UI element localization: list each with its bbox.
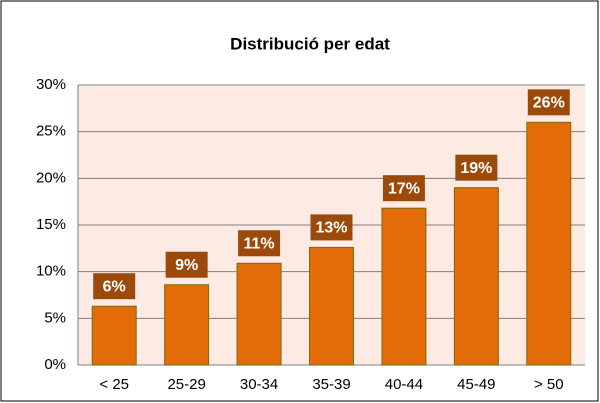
y-tick-label: 30% (36, 76, 66, 93)
bar (381, 207, 427, 366)
value-label: 9% (175, 257, 198, 274)
value-label: 17% (388, 180, 420, 197)
bar (309, 246, 354, 366)
bar (91, 305, 137, 366)
value-label: 19% (460, 160, 492, 177)
bar (526, 121, 572, 366)
value-label-bg (238, 230, 281, 257)
y-tick-label: 0% (44, 356, 66, 373)
y-tick-label: 20% (36, 169, 66, 186)
value-label-bg (165, 251, 208, 278)
value-label: 11% (244, 235, 275, 252)
y-tick-label: 15% (36, 216, 66, 233)
value-label-bg (455, 154, 498, 181)
x-tick-label: 35-39 (312, 376, 350, 393)
value-label-bg (310, 214, 353, 241)
value-label: 26% (533, 95, 565, 112)
x-tick-label: > 50 (534, 376, 564, 393)
value-label-bg (382, 175, 425, 202)
y-tick-label: 25% (36, 123, 66, 140)
y-tick-label: 5% (44, 309, 66, 326)
x-tick-label: 45-49 (457, 376, 495, 393)
bar (164, 284, 210, 366)
value-label: 6% (103, 278, 126, 295)
value-label-bg (93, 273, 136, 300)
value-label-bg (527, 89, 570, 116)
x-tick-label: 25-29 (167, 376, 205, 393)
bar (236, 262, 282, 366)
x-tick-label: 30-34 (240, 376, 278, 393)
x-tick-label: < 25 (99, 376, 129, 393)
value-label: 13% (315, 220, 347, 237)
bar (453, 187, 499, 366)
x-tick-label: 40-44 (385, 376, 423, 393)
chart-title: Distribució per edat (230, 34, 390, 53)
y-tick-label: 10% (36, 263, 66, 280)
